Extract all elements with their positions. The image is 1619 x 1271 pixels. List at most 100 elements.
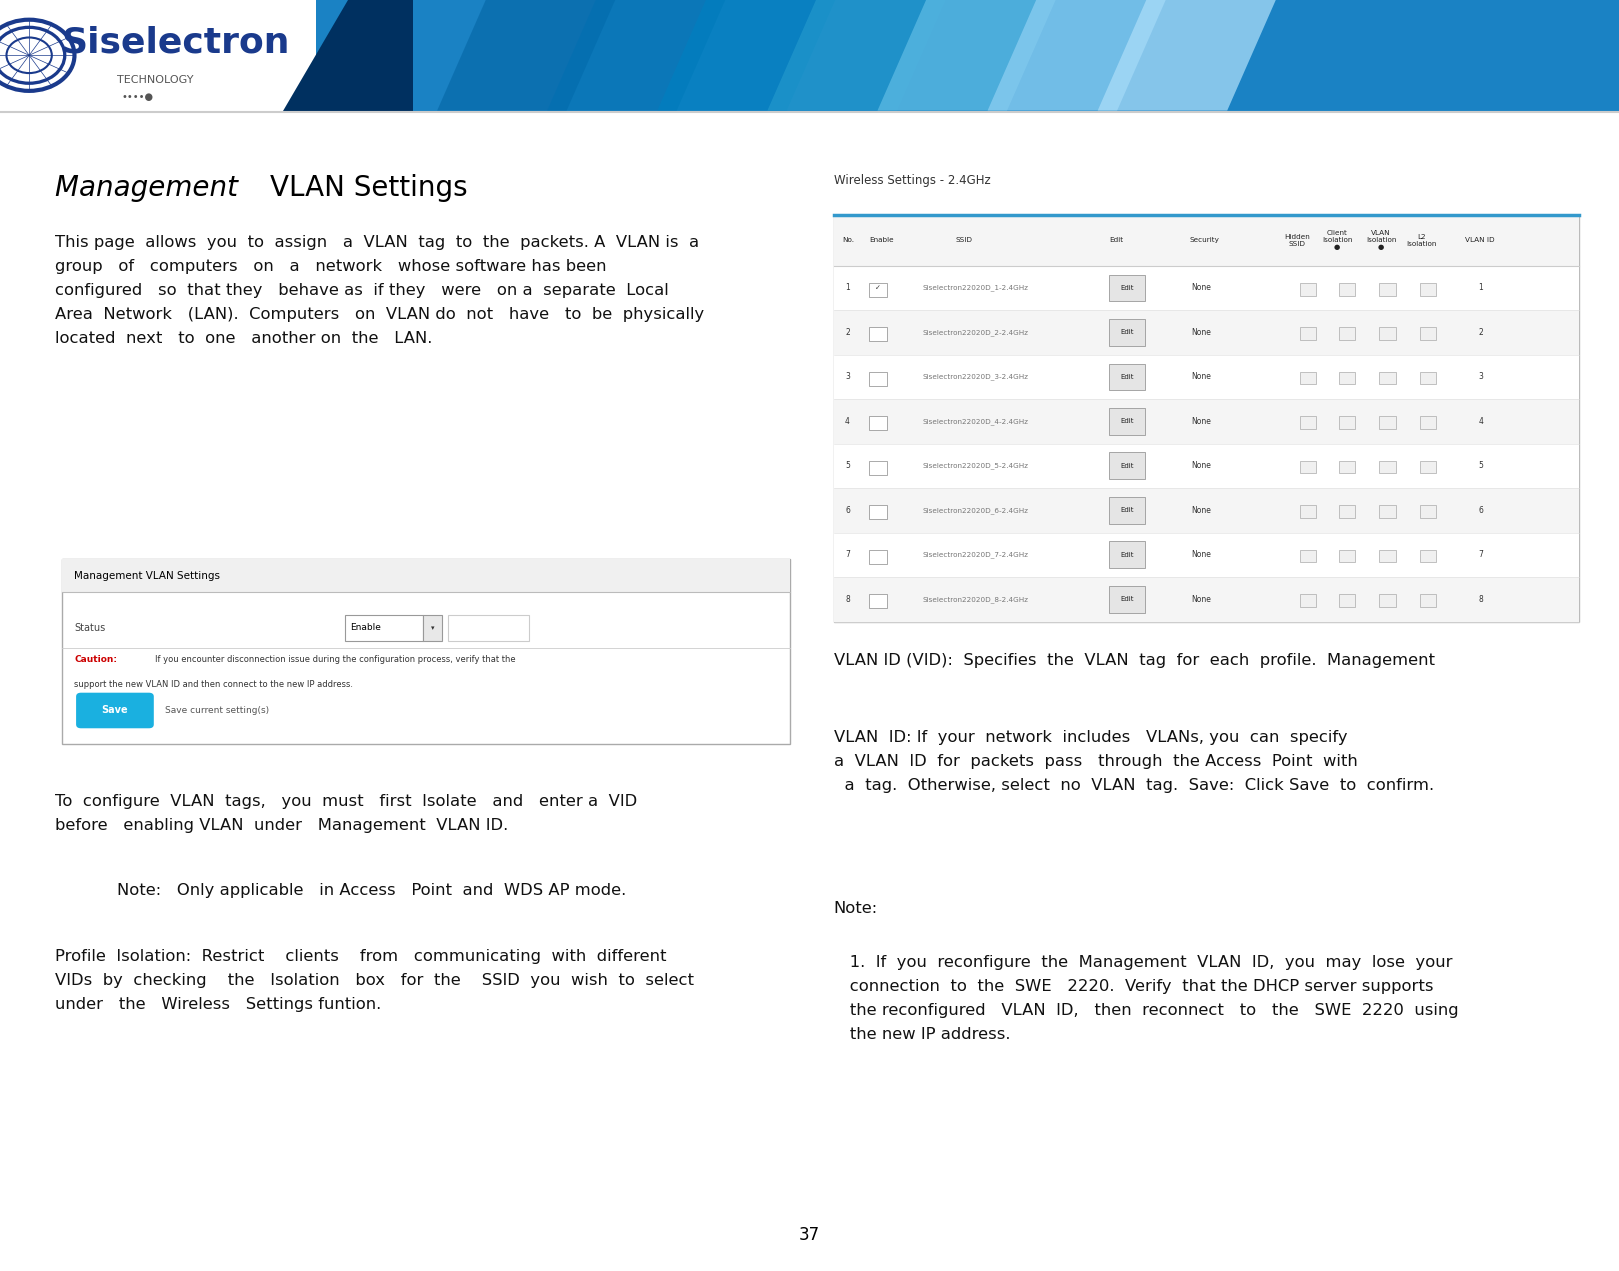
FancyBboxPatch shape [1379, 461, 1396, 474]
Text: VLAN ID (VID):  Specifies  the  VLAN  tag  for  each  profile.  Management: VLAN ID (VID): Specifies the VLAN tag fo… [834, 653, 1434, 669]
FancyBboxPatch shape [1420, 461, 1436, 474]
Text: TECHNOLOGY: TECHNOLOGY [117, 75, 193, 85]
Text: ••••●: ••••● [121, 93, 154, 102]
FancyBboxPatch shape [1420, 595, 1436, 608]
FancyBboxPatch shape [834, 310, 1579, 355]
Text: None: None [1192, 595, 1211, 604]
FancyBboxPatch shape [1379, 550, 1396, 563]
FancyBboxPatch shape [1379, 328, 1396, 341]
Polygon shape [283, 0, 413, 111]
FancyBboxPatch shape [1339, 506, 1355, 519]
Text: This page  allows  you  to  assign   a  VLAN  tag  to  the  packets. A  VLAN is : This page allows you to assign a VLAN ta… [55, 235, 704, 346]
Text: 5: 5 [845, 461, 850, 470]
Text: Status: Status [74, 623, 105, 633]
Text: To  configure  VLAN  tags,   you  must   first  Isolate   and   enter a  VID
bef: To configure VLAN tags, you must first I… [55, 794, 638, 834]
Text: Siselectron22020D_1-2.4GHz: Siselectron22020D_1-2.4GHz [923, 285, 1028, 291]
FancyBboxPatch shape [834, 577, 1579, 622]
Text: Enable: Enable [869, 238, 894, 243]
FancyBboxPatch shape [0, 0, 316, 111]
Text: No.: No. [842, 238, 853, 243]
FancyBboxPatch shape [1300, 550, 1316, 563]
FancyBboxPatch shape [448, 615, 529, 641]
Text: 5: 5 [1478, 461, 1483, 470]
Text: VLAN
Isolation
●: VLAN Isolation ● [1366, 230, 1396, 250]
Text: Note:: Note: [834, 901, 877, 916]
Text: 6: 6 [1478, 506, 1483, 515]
FancyBboxPatch shape [834, 215, 1579, 266]
Text: None: None [1192, 283, 1211, 292]
Text: Edit: Edit [1120, 507, 1133, 513]
FancyBboxPatch shape [1109, 408, 1145, 435]
FancyBboxPatch shape [1300, 461, 1316, 474]
FancyBboxPatch shape [76, 693, 154, 728]
FancyBboxPatch shape [1109, 364, 1145, 390]
FancyBboxPatch shape [1300, 372, 1316, 385]
FancyBboxPatch shape [1420, 506, 1436, 519]
FancyBboxPatch shape [869, 461, 887, 475]
FancyBboxPatch shape [1339, 595, 1355, 608]
FancyBboxPatch shape [1300, 595, 1316, 608]
FancyBboxPatch shape [423, 615, 442, 641]
Text: 3: 3 [1478, 372, 1483, 381]
Text: 8: 8 [1478, 595, 1483, 604]
FancyBboxPatch shape [1109, 497, 1145, 524]
Text: 8: 8 [845, 595, 850, 604]
FancyBboxPatch shape [834, 266, 1579, 310]
FancyBboxPatch shape [869, 550, 887, 564]
FancyBboxPatch shape [1109, 319, 1145, 346]
FancyBboxPatch shape [62, 559, 790, 592]
FancyBboxPatch shape [1379, 595, 1396, 608]
FancyBboxPatch shape [1339, 417, 1355, 430]
Text: Enable: Enable [350, 623, 380, 633]
Text: 7: 7 [1478, 550, 1483, 559]
Text: None: None [1192, 372, 1211, 381]
Polygon shape [1098, 0, 1276, 111]
FancyBboxPatch shape [834, 215, 1579, 622]
Text: Management VLAN Settings: Management VLAN Settings [74, 571, 220, 581]
Text: Edit: Edit [1120, 285, 1133, 291]
Text: 7: 7 [845, 550, 850, 559]
Text: Caution:: Caution: [74, 655, 118, 663]
Text: 1.  If  you  reconfigure  the  Management  VLAN  ID,  you  may  lose  your
   co: 1. If you reconfigure the Management VLA… [834, 955, 1459, 1041]
FancyBboxPatch shape [1300, 506, 1316, 519]
Text: 4: 4 [845, 417, 850, 426]
Polygon shape [767, 0, 945, 111]
Text: Hidden
SSID: Hidden SSID [1284, 234, 1310, 247]
Polygon shape [877, 0, 1056, 111]
Text: Siselectron22020D_3-2.4GHz: Siselectron22020D_3-2.4GHz [923, 374, 1028, 380]
Text: SSID: SSID [955, 238, 973, 243]
FancyBboxPatch shape [1420, 283, 1436, 296]
Text: None: None [1192, 461, 1211, 470]
Text: VLAN Settings: VLAN Settings [270, 174, 468, 202]
Text: Edit: Edit [1120, 374, 1133, 380]
FancyBboxPatch shape [1379, 417, 1396, 430]
FancyBboxPatch shape [1420, 328, 1436, 341]
FancyBboxPatch shape [1109, 452, 1145, 479]
Text: 6: 6 [845, 506, 850, 515]
FancyBboxPatch shape [834, 488, 1579, 533]
Text: Edit: Edit [1120, 596, 1133, 602]
FancyBboxPatch shape [1109, 275, 1145, 301]
Text: ✓: ✓ [876, 285, 881, 291]
FancyBboxPatch shape [1300, 283, 1316, 296]
Text: Note:   Only applicable   in Access   Point  and  WDS AP mode.: Note: Only applicable in Access Point an… [117, 883, 627, 899]
Text: Security: Security [1190, 238, 1219, 243]
FancyBboxPatch shape [834, 355, 1579, 399]
Text: Profile  Isolation:  Restrict    clients    from   communicating  with  differen: Profile Isolation: Restrict clients from… [55, 949, 695, 1013]
Text: Edit: Edit [1109, 238, 1124, 243]
Text: None: None [1192, 506, 1211, 515]
Text: None: None [1192, 417, 1211, 426]
Text: Edit: Edit [1120, 552, 1133, 558]
Text: ▾: ▾ [431, 625, 434, 630]
Text: None: None [1192, 550, 1211, 559]
Text: 1: 1 [1478, 283, 1483, 292]
FancyBboxPatch shape [869, 283, 887, 297]
Polygon shape [547, 0, 725, 111]
Text: Edit: Edit [1120, 329, 1133, 336]
FancyBboxPatch shape [1420, 417, 1436, 430]
Text: Siselectron22020D_5-2.4GHz: Siselectron22020D_5-2.4GHz [923, 463, 1028, 469]
Text: Siselectron: Siselectron [62, 25, 290, 58]
FancyBboxPatch shape [834, 399, 1579, 444]
Text: If you encounter disconnection issue during the configuration process, verify th: If you encounter disconnection issue dur… [155, 655, 516, 663]
Text: 1: 1 [845, 283, 850, 292]
